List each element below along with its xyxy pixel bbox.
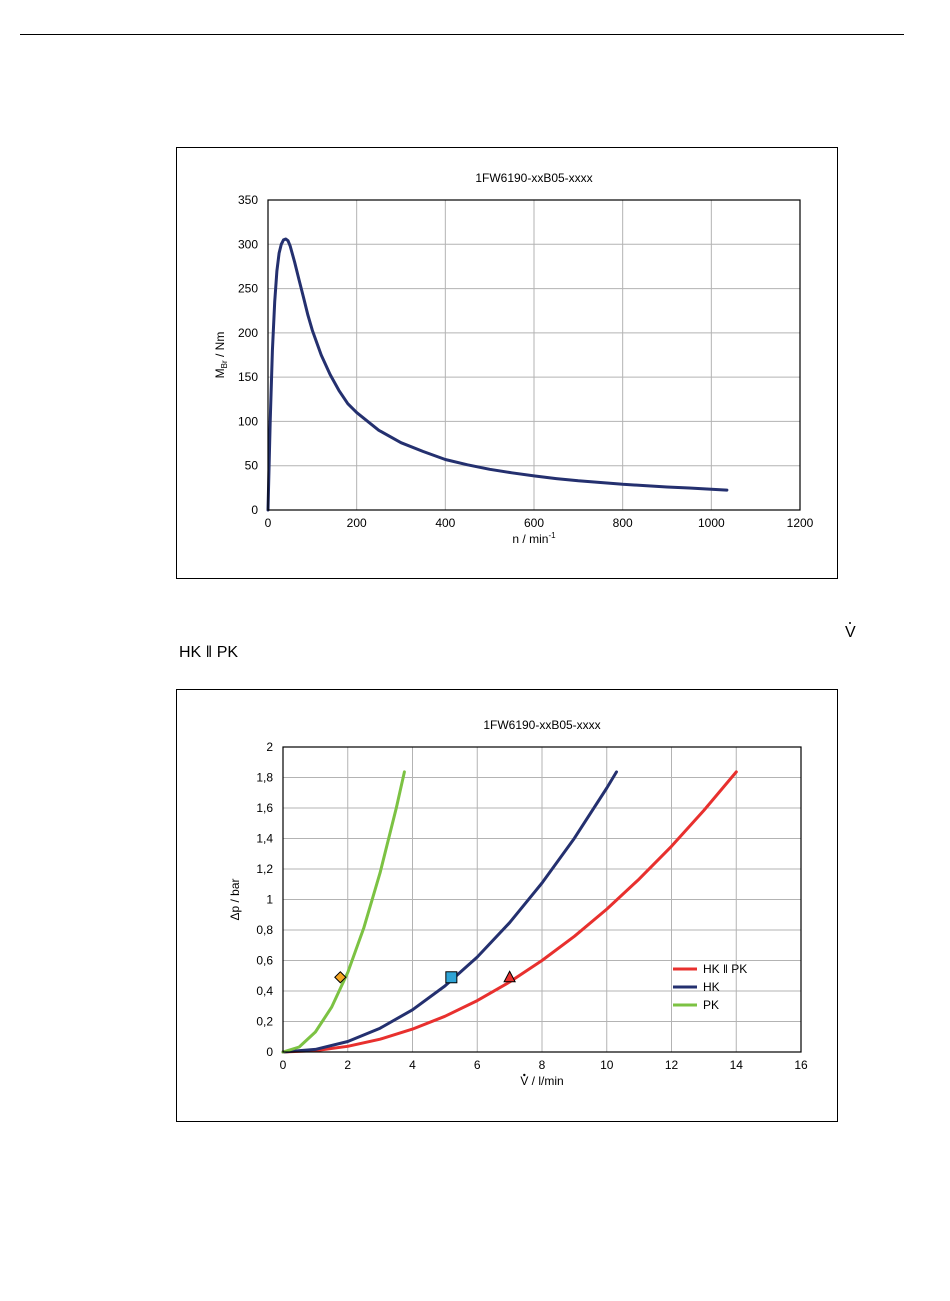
series-line-hk-pk	[281, 770, 738, 1054]
x-tick-label: 2	[344, 1058, 351, 1072]
x-tick-label: 12	[665, 1058, 679, 1072]
x-tick-label: 10	[600, 1058, 614, 1072]
y-tick-label: 300	[238, 237, 258, 251]
y-tick-label: 1,4	[256, 832, 273, 846]
legend-label: HK	[703, 980, 720, 994]
series-line-0	[266, 237, 729, 512]
plot-frame	[267, 199, 801, 511]
y-tick-label: 150	[238, 370, 258, 384]
series-marker-square	[445, 971, 458, 984]
x-tick-label: 600	[524, 516, 544, 530]
y-tick-label: 0,8	[256, 923, 273, 937]
y-tick-label: 1,2	[256, 862, 273, 876]
x-tick-label: 14	[730, 1058, 744, 1072]
chart-title: 1FW6190-xxB05-xxxx	[475, 171, 592, 185]
x-tick-label: 400	[435, 516, 455, 530]
plot-frame	[282, 746, 802, 1053]
y-tick-label: 250	[238, 282, 258, 296]
series-line-hk	[281, 770, 618, 1054]
x-tick-label: 16	[794, 1058, 808, 1072]
y-tick-label: 100	[238, 414, 258, 428]
y-tick-label: 1	[266, 893, 273, 907]
y-axis-label: Δp / bar	[228, 878, 242, 920]
y-tick-label: 0,4	[256, 984, 273, 998]
flow-rate-symbol: V	[845, 622, 856, 641]
x-tick-label: 200	[347, 516, 367, 530]
braking-torque-chart: 0 200 400 600 800 1000 1200 0 50 100 150 200 250 300 3…	[176, 147, 838, 579]
x-tick-label: 800	[613, 516, 633, 530]
legend: HK ‖ PK HK PK	[673, 962, 747, 1012]
series-marker-triangle	[503, 970, 516, 983]
x-tick-label: 1000	[698, 516, 725, 530]
legend-label: PK	[703, 998, 719, 1012]
y-tick-label: 0,2	[256, 1015, 273, 1029]
x-axis-label-symbol: V	[520, 1074, 528, 1088]
y-tick-label: 0	[266, 1045, 273, 1059]
y-tick-label: 1,6	[256, 801, 273, 815]
top-rule	[20, 34, 904, 35]
x-tick-label: 4	[409, 1058, 416, 1072]
series-line-pk	[281, 770, 406, 1054]
y-axis-label: MBr / Nm	[213, 332, 229, 379]
x-axis-label: n / min-1	[512, 531, 556, 546]
y-tick-label: 50	[245, 459, 259, 473]
braking-torque-chart-svg: 0 200 400 600 800 1000 1200 0 50 100 150 200 250 300 3…	[213, 171, 814, 546]
y-tick-label: 350	[238, 193, 258, 207]
legend-label: HK ‖ PK	[703, 962, 747, 976]
series-marker-diamond	[334, 971, 347, 984]
x-tick-label: 0	[265, 516, 272, 530]
y-tick-label: 0,6	[256, 954, 273, 968]
x-tick-label: 8	[539, 1058, 546, 1072]
x-tick-label: 0	[280, 1058, 287, 1072]
y-tick-label: 0	[251, 503, 258, 517]
y-tick-label: 200	[238, 326, 258, 340]
x-tick-label: 6	[474, 1058, 481, 1072]
pressure-drop-chart: 0 2 4 6 8 10 12 14 16 0 0,2 0,4 0,6 0,8 1 1,2 1,4 1,6 1,8 2…	[176, 689, 838, 1122]
y-tick-label: 1,8	[256, 771, 273, 785]
pressure-drop-chart-svg: 0 2 4 6 8 10 12 14 16 0 0,2 0,4 0,6 0,8 1 1,2 1,4 1,6 1,8 2…	[228, 718, 808, 1088]
x-axis-label: V / l/min	[520, 1074, 563, 1088]
x-tick-label: 1200	[787, 516, 814, 530]
x-axis-label-dot	[523, 1073, 526, 1077]
chart-title: 1FW6190-xxB05-xxxx	[483, 718, 600, 732]
y-tick-label: 2	[266, 740, 273, 754]
circuit-heading: HK ‖ PK	[179, 644, 239, 661]
